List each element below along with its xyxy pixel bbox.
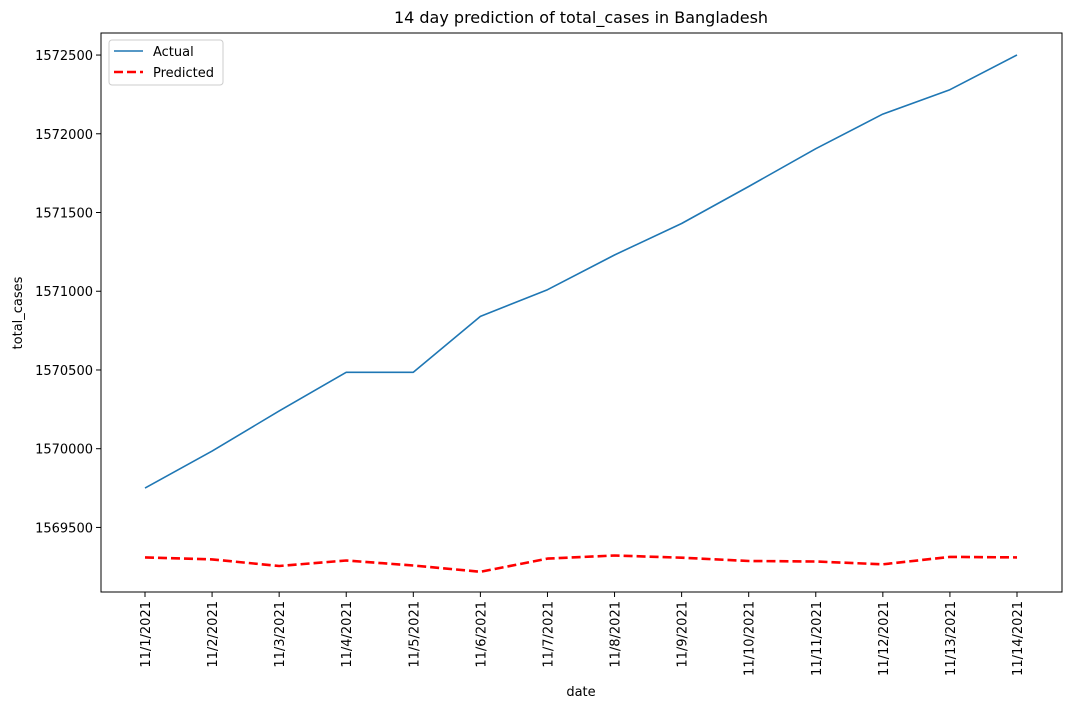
- x-tick-label: 11/5/2021: [407, 601, 422, 668]
- x-tick-label: 11/6/2021: [474, 601, 489, 668]
- y-tick-label: 1571000: [35, 285, 93, 300]
- legend: Actual Predicted: [108, 39, 224, 86]
- x-tick-label: 11/14/2021: [1011, 601, 1026, 676]
- y-tick-label: 1570500: [35, 364, 93, 379]
- x-tick-label: 11/11/2021: [810, 601, 825, 676]
- x-axis: 11/1/2021 11/2/2021 11/3/2021 11/4/2021 11/5…: [139, 592, 1026, 676]
- x-tick-label: 11/1/2021: [139, 601, 154, 668]
- y-tick-label: 1571500: [35, 207, 93, 222]
- legend-label-actual: Actual: [153, 45, 194, 60]
- x-tick-label: 11/3/2021: [273, 601, 288, 668]
- y-tick-label: 1572000: [35, 128, 93, 143]
- x-tick-label: 11/9/2021: [676, 601, 691, 668]
- x-tick-label: 11/10/2021: [743, 601, 758, 676]
- y-tick-label: 1572500: [35, 49, 93, 64]
- x-axis-label: date: [566, 685, 595, 700]
- chart-title: 14 day prediction of total_cases in Bang…: [394, 8, 768, 28]
- x-tick-label: 11/8/2021: [609, 601, 624, 668]
- series-predicted-line: [144, 554, 1018, 574]
- series-actual-line: [144, 54, 1018, 489]
- x-tick-label: 11/2/2021: [206, 601, 221, 668]
- y-tick-label: 1569500: [35, 521, 93, 536]
- y-axis-label: total_cases: [11, 276, 26, 349]
- x-tick-label: 11/13/2021: [944, 601, 959, 676]
- x-tick-label: 11/4/2021: [340, 601, 355, 668]
- plot-area: [100, 32, 1063, 593]
- x-tick-label: 11/7/2021: [541, 601, 556, 668]
- x-tick-label: 11/12/2021: [877, 601, 892, 676]
- series-layer: [144, 54, 1018, 574]
- y-axis: 1569500 1570000 1570500 1571000 1571500 15720…: [35, 49, 101, 536]
- y-tick-label: 1570000: [35, 443, 93, 458]
- legend-label-predicted: Predicted: [153, 66, 214, 81]
